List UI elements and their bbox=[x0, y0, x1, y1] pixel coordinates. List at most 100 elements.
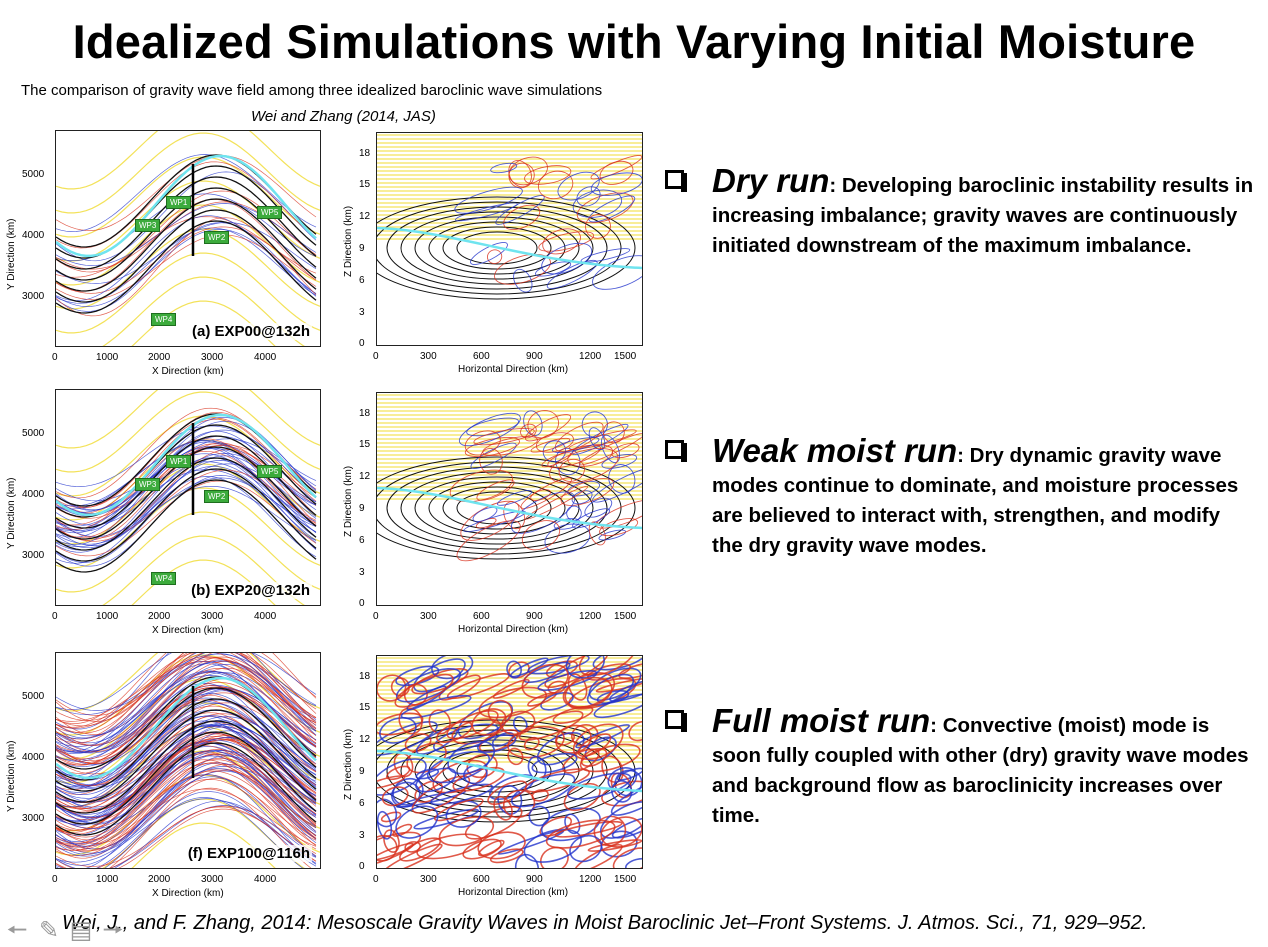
wave-contour bbox=[478, 686, 547, 719]
cross-section-panel bbox=[376, 132, 643, 346]
map-panel: WP1 WP2 WP3 WP4 WP5 (a) EXP00@132h bbox=[55, 130, 321, 347]
jet-contour bbox=[56, 731, 317, 825]
wave-contour bbox=[523, 736, 540, 751]
wave-contour bbox=[399, 837, 441, 862]
menu-icon[interactable]: ▤ bbox=[69, 917, 93, 944]
checkbox-bullet-icon bbox=[665, 170, 687, 192]
x-tick-label: 3000 bbox=[201, 874, 224, 885]
wave-contour bbox=[56, 730, 317, 825]
wave-contour bbox=[521, 520, 561, 551]
bullet-head: Full moist run bbox=[712, 702, 931, 739]
y-tick-label: 9 bbox=[359, 503, 365, 514]
slide-title: Idealized Simulations with Varying Initi… bbox=[72, 15, 1196, 68]
wave-contour bbox=[599, 518, 639, 537]
y-tick-label: 0 bbox=[359, 861, 365, 872]
jet-contour bbox=[56, 198, 317, 292]
wave-contour bbox=[56, 660, 317, 737]
wave-contour bbox=[576, 186, 601, 207]
panel-label: (f) EXP100@116h bbox=[185, 845, 312, 862]
y-tick-label: 15 bbox=[359, 179, 371, 190]
x-tick-label: 4000 bbox=[254, 352, 277, 363]
wave-contour bbox=[466, 417, 519, 437]
wave-packet-tag: WP1 bbox=[166, 455, 192, 468]
x-tick-label: 0 bbox=[373, 351, 379, 362]
wave-contour bbox=[392, 777, 424, 806]
wave-contour bbox=[392, 823, 413, 837]
x-tick-label: 300 bbox=[420, 611, 437, 622]
jet-contour bbox=[56, 220, 317, 314]
x-tick-label: 1200 bbox=[579, 351, 602, 362]
wave-contour bbox=[611, 816, 642, 839]
wave-contour bbox=[377, 834, 398, 862]
wave-contour bbox=[527, 656, 590, 675]
forward-arrow-icon[interactable]: 🠖 bbox=[102, 917, 124, 944]
wave-contour bbox=[56, 653, 317, 710]
yellow-contour bbox=[56, 132, 320, 214]
wave-contour bbox=[56, 155, 317, 231]
wave-packet-tag: WP5 bbox=[257, 206, 283, 219]
wave-contour bbox=[580, 248, 631, 263]
wave-contour bbox=[530, 437, 571, 453]
wave-contour bbox=[482, 436, 538, 456]
wave-contour bbox=[565, 656, 605, 679]
wave-contour bbox=[611, 443, 640, 459]
wave-contour bbox=[477, 839, 505, 857]
section-x-axis-title: Horizontal Direction (km) bbox=[458, 887, 569, 898]
cross-section-panel bbox=[376, 392, 643, 606]
wave-contour bbox=[377, 810, 393, 840]
pen-icon[interactable]: ✎ bbox=[38, 917, 60, 944]
panel-label: (b) EXP20@132h bbox=[189, 582, 312, 599]
y-tick-label: 5000 bbox=[22, 169, 45, 180]
yellow-contour bbox=[56, 156, 320, 238]
section-y-axis-title: Z Direction (km) bbox=[343, 205, 354, 277]
wave-contour bbox=[575, 724, 630, 749]
wave-contour bbox=[607, 767, 638, 791]
jet-contour bbox=[386, 729, 608, 813]
x-tick-label: 600 bbox=[473, 351, 490, 362]
wave-contour bbox=[567, 480, 601, 497]
slide-subtitle: The comparison of gravity wave field amo… bbox=[21, 82, 603, 99]
x-tick-label: 600 bbox=[473, 611, 490, 622]
wave-contour bbox=[592, 656, 642, 671]
wave-contour bbox=[566, 505, 582, 521]
panel-label: (a) EXP00@132h bbox=[189, 323, 312, 340]
wave-contour bbox=[521, 663, 569, 699]
wave-contour bbox=[510, 657, 549, 678]
cyan-contour bbox=[377, 486, 642, 530]
y-tick-label: 3000 bbox=[22, 813, 45, 824]
x-tick-label: 900 bbox=[526, 351, 543, 362]
x-tick-label: 1500 bbox=[614, 611, 637, 622]
wave-contour bbox=[56, 477, 317, 545]
y-tick-label: 12 bbox=[359, 734, 371, 745]
back-arrow-icon[interactable]: 🠔 bbox=[6, 917, 28, 944]
wave-contour bbox=[56, 653, 317, 734]
wave-contour bbox=[56, 768, 317, 857]
yellow-contour bbox=[131, 559, 276, 605]
bullet-full-moist-run: Full moist run: Convective (moist) mode … bbox=[665, 704, 1255, 831]
wave-contour bbox=[471, 708, 507, 736]
yellow-contour bbox=[56, 390, 320, 449]
map-panel: WP1 WP2 WP3 WP4 WP5 (b) EXP20@132h bbox=[55, 389, 321, 606]
wave-contour bbox=[56, 693, 317, 789]
slide-toolbar: 🠔 ✎ ▤ 🠖 bbox=[4, 918, 136, 944]
cyan-contour bbox=[56, 676, 317, 780]
wave-contour bbox=[413, 808, 479, 830]
yellow-contour bbox=[56, 391, 320, 473]
y-tick-label: 9 bbox=[359, 766, 365, 777]
cross-section-panel bbox=[376, 655, 643, 869]
bullet-dry-run: Dry run: Developing baroclinic instabili… bbox=[665, 164, 1255, 261]
wave-contour bbox=[438, 816, 495, 847]
wave-contour bbox=[487, 249, 503, 265]
wave-contour bbox=[540, 807, 601, 842]
wave-contour bbox=[569, 834, 603, 863]
wave-contour bbox=[558, 458, 585, 482]
wave-contour bbox=[381, 843, 443, 868]
map-y-axis-title: Y Direction (km) bbox=[6, 477, 17, 550]
wave-contour bbox=[625, 857, 642, 868]
wave-contour bbox=[508, 160, 532, 188]
y-tick-label: 18 bbox=[359, 671, 371, 682]
wave-contour bbox=[379, 717, 417, 744]
wave-contour bbox=[430, 783, 494, 806]
wave-contour bbox=[56, 762, 317, 855]
wave-contour bbox=[386, 765, 411, 781]
